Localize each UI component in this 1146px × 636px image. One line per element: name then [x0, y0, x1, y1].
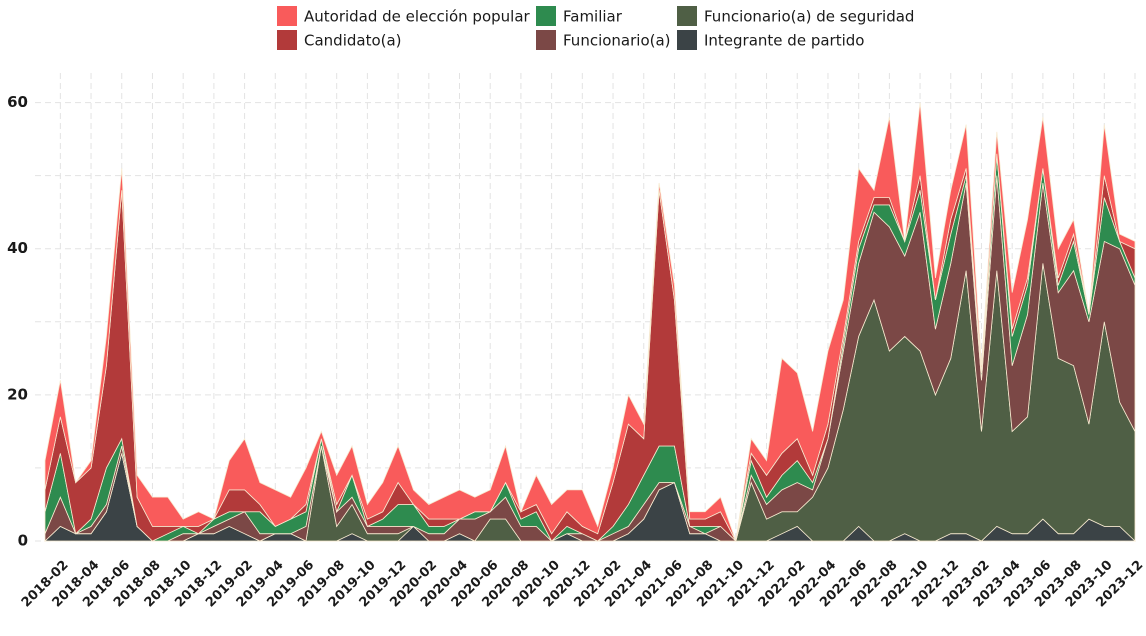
- legend-swatch: [677, 30, 697, 50]
- area: [44, 102, 1136, 543]
- y-tick-label: 20: [7, 385, 28, 403]
- legend-swatch: [277, 6, 297, 26]
- legend-label: Funcionario(a): [563, 32, 671, 50]
- legend-label: Autoridad de elección popular: [304, 8, 531, 26]
- legend-label: Candidato(a): [304, 32, 402, 50]
- legend-swatch: [536, 6, 556, 26]
- y-tick-label: 60: [7, 93, 28, 111]
- legend-swatch: [536, 30, 556, 50]
- legend-label: Funcionario(a) de seguridad: [704, 8, 914, 26]
- y-tick-label: 0: [18, 532, 28, 550]
- legend-swatch: [677, 6, 697, 26]
- legend-label: Familiar: [563, 8, 623, 26]
- y-tick-label: 40: [7, 239, 28, 257]
- legend-swatch: [277, 30, 297, 50]
- legend-label: Integrante de partido: [704, 32, 864, 50]
